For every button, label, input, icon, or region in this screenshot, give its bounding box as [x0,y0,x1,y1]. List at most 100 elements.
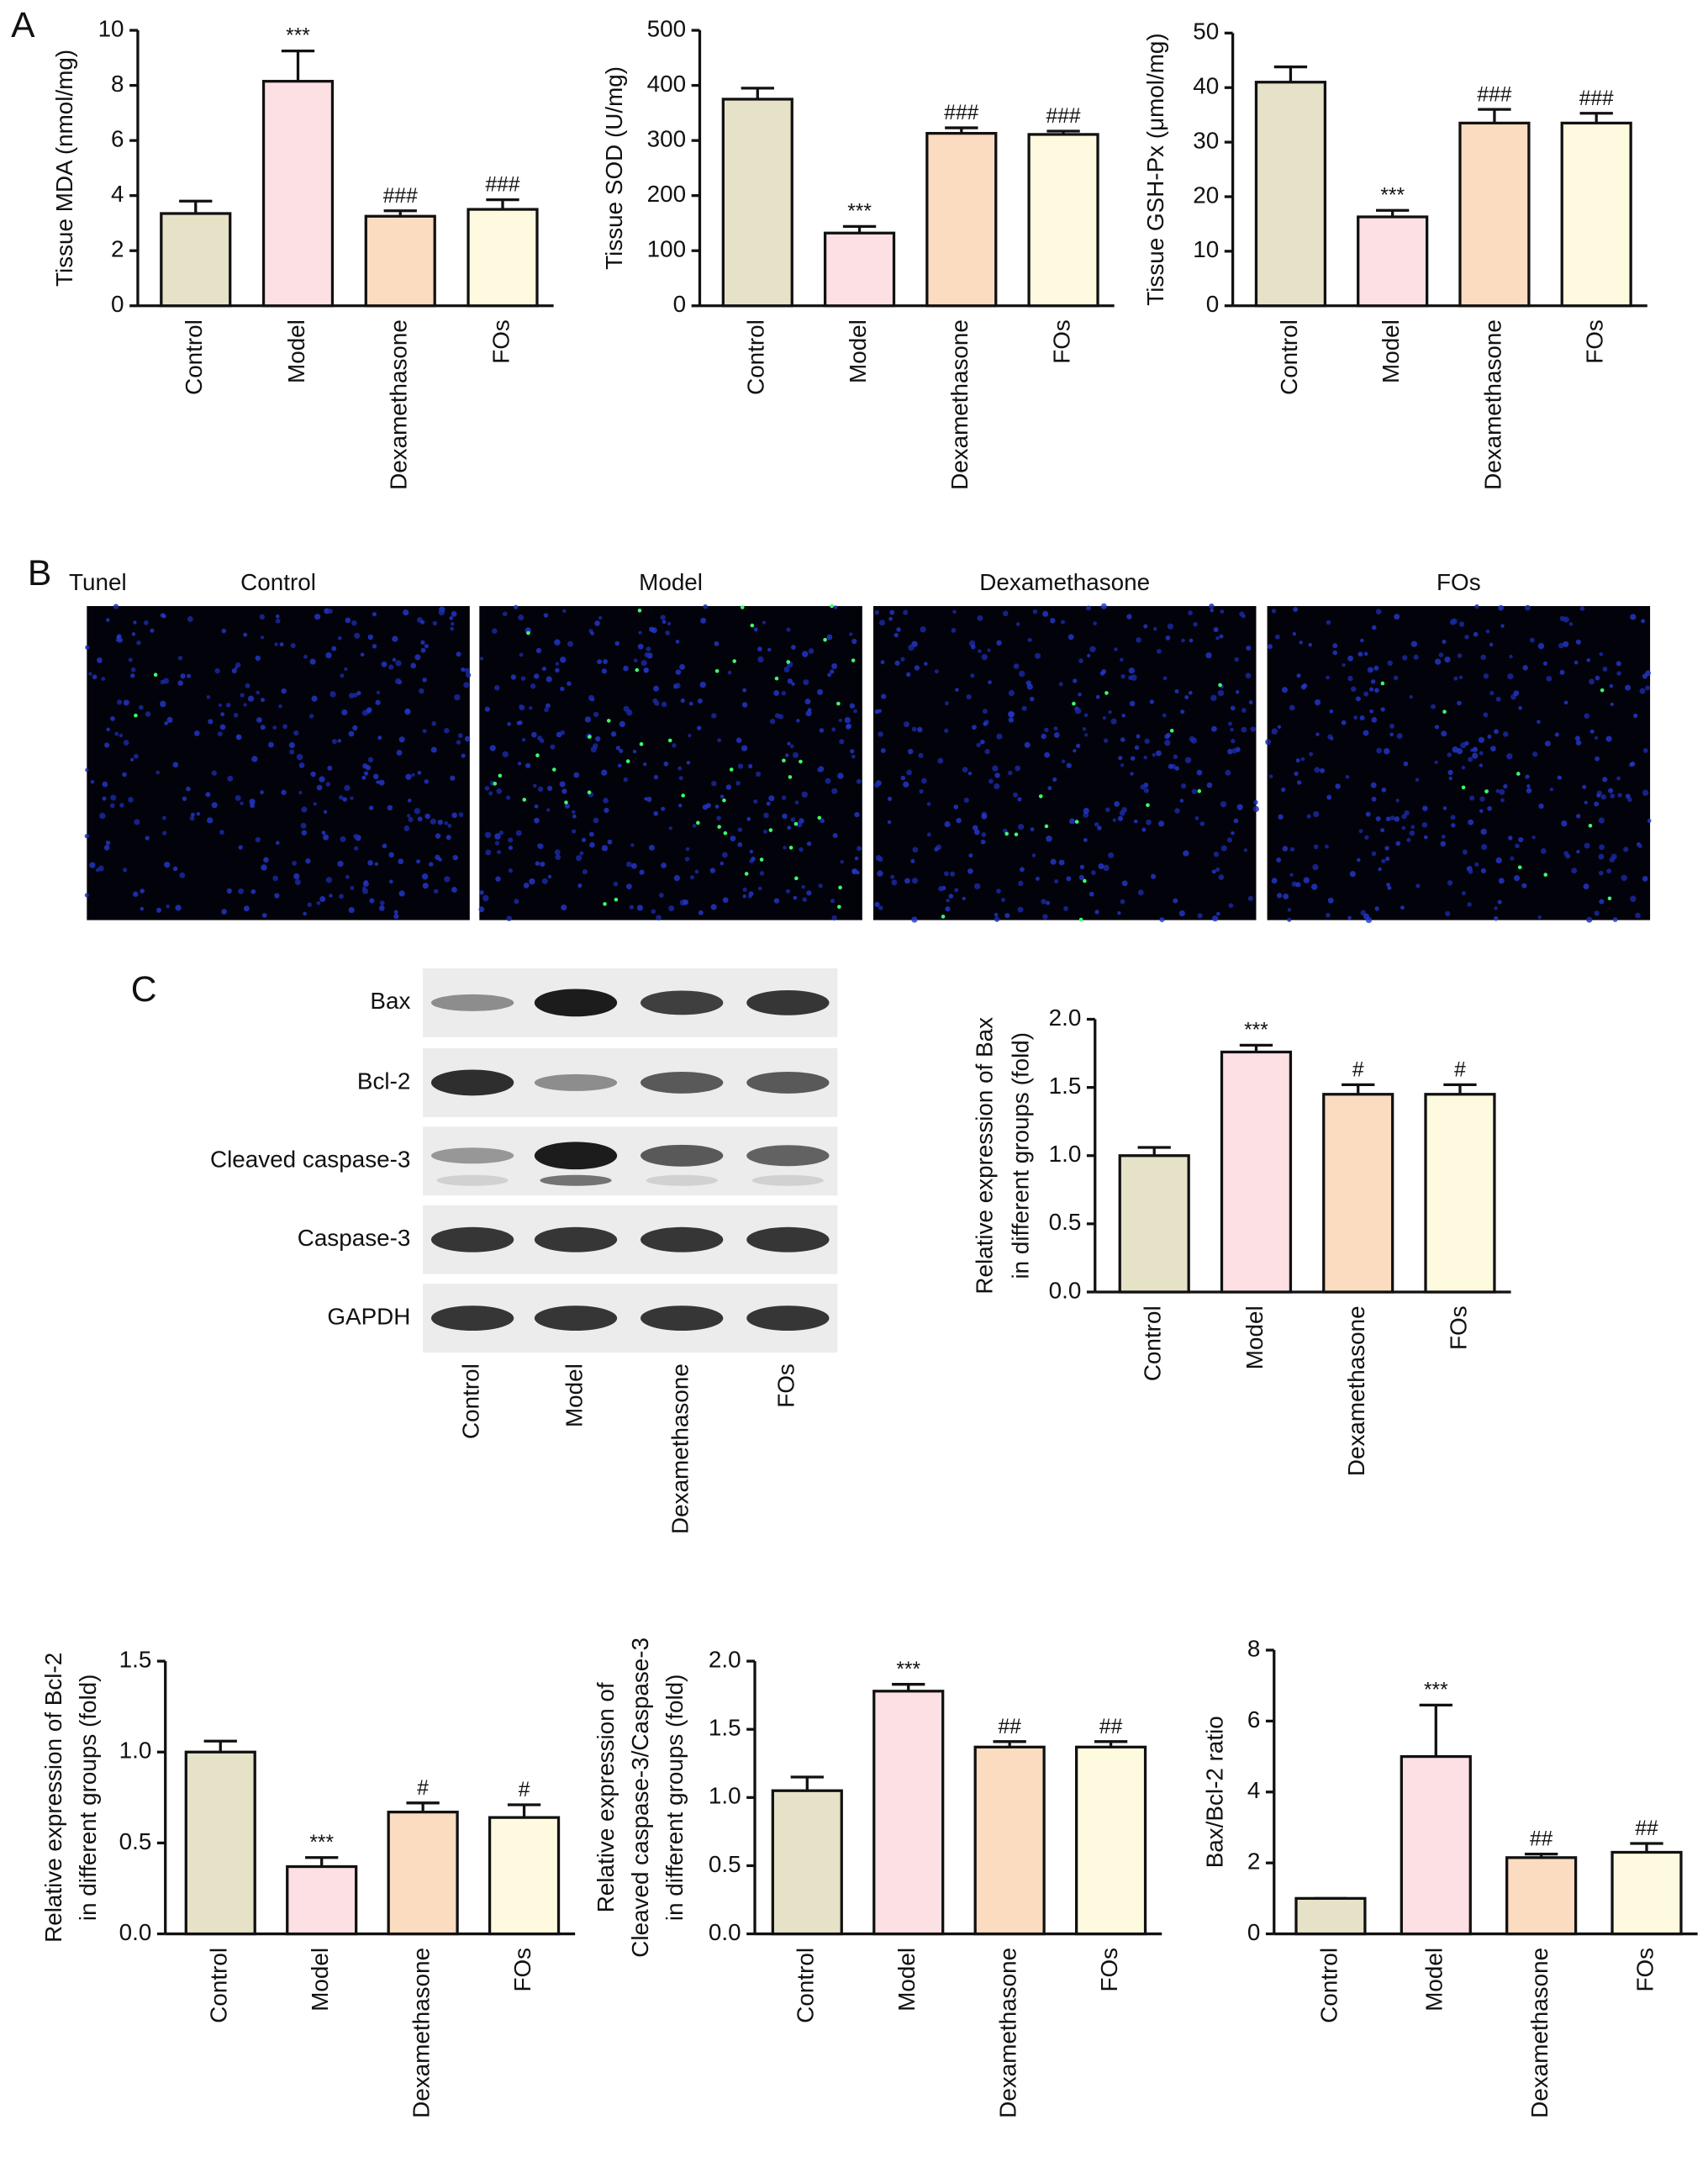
nucleus [319,776,325,783]
nucleus [1050,618,1056,624]
nucleus [784,753,789,757]
nucleus [420,647,426,653]
nucleus [970,673,975,678]
nucleus [1134,745,1140,751]
nucleus [214,667,220,674]
nucleus [1575,639,1581,645]
nucleus [762,620,766,625]
image-background [479,605,862,920]
nucleus [90,780,95,784]
nucleus [1381,787,1387,793]
nucleus [1641,619,1646,624]
nucleus [243,632,248,637]
nucleus [598,615,603,620]
blot-band [430,1226,514,1253]
nucleus [1326,794,1332,800]
nucleus [911,878,919,884]
nucleus [675,669,682,675]
nucleus [877,870,883,877]
nucleus [1297,780,1302,785]
nucleus [310,771,316,778]
nucleus [363,771,369,776]
nucleus [850,749,855,754]
nucleus [801,884,805,889]
nucleus [844,716,851,724]
nucleus [1308,642,1313,647]
nucleus [799,846,804,852]
nucleus [235,734,242,741]
nucleus [699,681,707,688]
nucleus [529,878,535,885]
nucleus [1277,725,1282,729]
nucleus [878,620,886,626]
nucleus [1385,816,1391,821]
nucleus [619,720,625,728]
nucleus [1188,690,1193,695]
nucleus [110,794,117,801]
nucleus [615,746,620,751]
nucleus [1563,700,1568,705]
nucleus [325,877,333,883]
nucleus [261,913,267,918]
nucleus [626,861,632,868]
nucleus [1345,774,1350,779]
nucleus [508,837,514,843]
nucleus [1589,678,1595,685]
nucleus [837,773,844,779]
nucleus [1228,903,1234,909]
nucleus [1274,634,1280,640]
nucleus [325,782,331,787]
nucleus [420,640,425,645]
nucleus [1312,863,1319,871]
nucleus [673,874,681,882]
nucleus [874,609,880,615]
nucleus [255,655,261,662]
tunel-positive [793,821,799,826]
nucleus [502,611,508,617]
nucleus [392,635,398,642]
error-bar [741,87,774,99]
nucleus [451,812,458,819]
x-tick-label: Control [1276,319,1302,395]
nucleus [1235,689,1240,694]
y-tick-label: 6 [111,125,124,151]
nucleus [479,890,484,895]
nucleus [1149,699,1154,704]
nucleus [134,819,140,825]
nucleus [437,820,444,825]
nucleus [678,775,683,781]
nucleus [1642,789,1649,796]
nucleus [1385,856,1390,862]
nucleus [1559,669,1565,675]
nucleus [187,673,192,678]
y-tick-label: 8 [1247,1635,1261,1661]
nucleus [294,878,301,885]
nucleus [571,810,576,815]
y-tick-label: 1.5 [119,1646,152,1672]
nucleus [1310,883,1318,890]
tunel-positive [551,767,556,772]
nucleus [589,841,595,848]
nucleus [379,905,385,911]
nucleus [737,827,743,832]
nucleus [140,889,145,894]
bar [364,214,436,308]
nucleus [946,898,951,903]
nucleus [1409,694,1413,699]
nucleus [1141,827,1147,832]
nucleus [1074,707,1082,715]
error-bar [507,1803,541,1818]
nucleus [327,765,333,771]
y-tick-label: 1.0 [1049,1141,1082,1167]
nucleus [451,887,457,893]
nucleus [351,620,357,626]
nucleus [113,604,119,609]
bar [1074,1745,1147,1936]
nucleus [233,712,239,718]
bar [286,1864,358,1936]
error-bar [1273,65,1308,82]
significance-mark: *** [1380,184,1405,207]
nucleus [160,679,166,685]
nucleus [251,756,258,762]
y-tick-label: 0.5 [709,1851,741,1877]
